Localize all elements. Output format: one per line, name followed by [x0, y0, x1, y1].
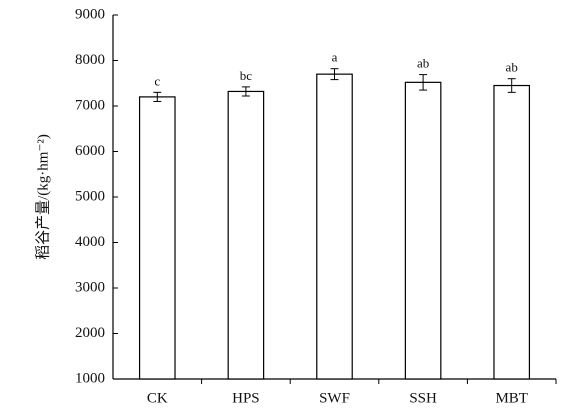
error-bar — [419, 74, 428, 91]
bar — [316, 73, 353, 380]
y-axis-label: 稻谷产量/(kg·hm⁻²) — [34, 134, 51, 260]
x-tick-label: HPS — [232, 390, 260, 406]
error-bar — [153, 91, 162, 102]
x-tick-label: MBT — [495, 390, 528, 406]
bar — [404, 81, 442, 380]
significance-letter: a — [332, 50, 338, 65]
x-tick-label: CK — [147, 390, 168, 406]
y-tick-label: 5000 — [75, 188, 105, 204]
error-bar — [507, 78, 516, 93]
y-tick-label: 6000 — [75, 143, 105, 159]
significance-letter: bc — [240, 68, 253, 83]
y-tick-label: 1000 — [75, 370, 105, 386]
y-tick-label: 8000 — [75, 52, 105, 68]
y-tick-label: 9000 — [75, 6, 105, 22]
y-tick-label: 2000 — [75, 325, 105, 341]
y-tick-label: 3000 — [75, 279, 105, 295]
y-tick-label: 4000 — [75, 234, 105, 250]
significance-letter: ab — [506, 60, 518, 75]
significance-letter: c — [154, 73, 160, 88]
significance-letter: ab — [417, 56, 429, 71]
bar — [138, 96, 176, 380]
error-bar — [330, 68, 339, 81]
x-tick-label: SWF — [319, 390, 350, 406]
bar — [493, 84, 531, 380]
y-tick-label: 7000 — [75, 97, 105, 113]
bar — [227, 90, 265, 380]
error-bar — [241, 86, 250, 97]
x-tick-label: SSH — [409, 390, 437, 406]
